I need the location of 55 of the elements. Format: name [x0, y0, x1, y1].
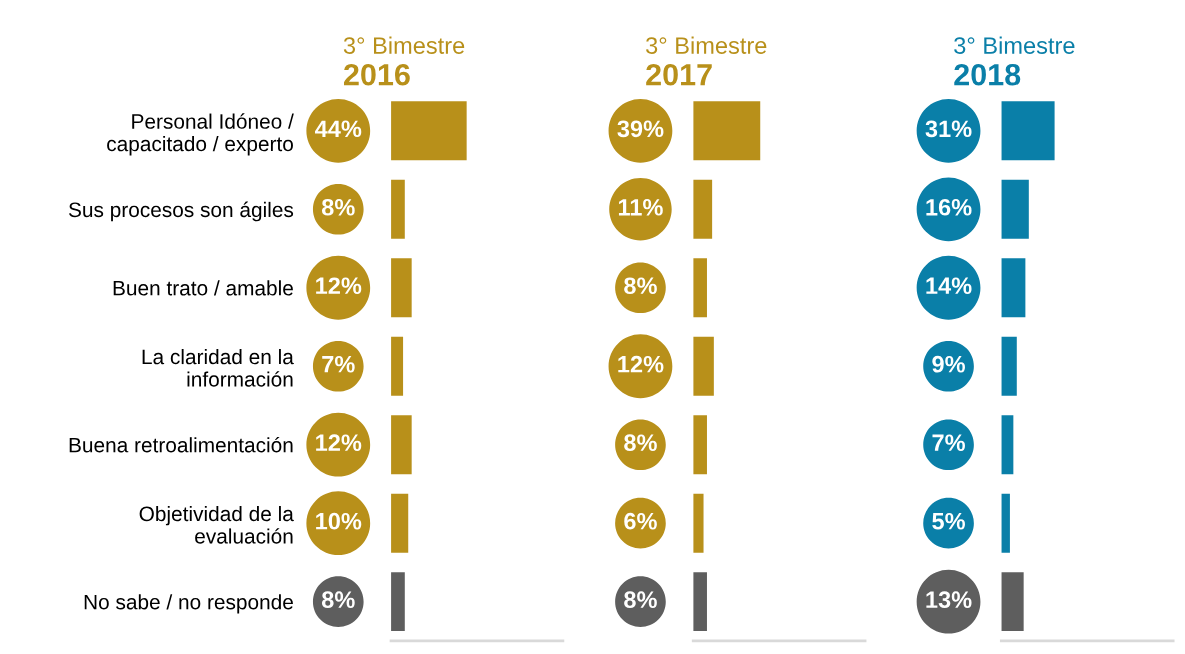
data-label: 13% — [926, 591, 972, 609]
data-label: 5% — [932, 512, 965, 530]
bar — [1001, 179, 1029, 239]
bar — [391, 179, 405, 239]
data-label: 8% — [624, 591, 657, 609]
y-tick-label: Buen trato / amable — [113, 280, 293, 296]
bar — [1001, 336, 1017, 396]
data-label: 31% — [925, 120, 972, 138]
y-tick-label: La claridad en la información — [142, 348, 294, 387]
y-tick-label: Sus procesos son ágiles — [68, 201, 294, 222]
data-label: 10% — [316, 512, 362, 530]
chart-title: 2018 — [954, 63, 1021, 86]
y-tick-label: Objetividad de la evaluación — [139, 505, 294, 544]
data-label: 6% — [624, 512, 657, 530]
data-label: 8% — [321, 591, 355, 609]
bar — [1001, 493, 1010, 553]
bar — [1001, 101, 1055, 161]
data-label: 7% — [322, 355, 355, 373]
data-label: 12% — [316, 277, 362, 295]
y-tick-label: No sabe / no responde — [84, 594, 293, 614]
bar — [693, 336, 714, 396]
bar — [693, 101, 761, 161]
bar — [391, 493, 409, 553]
data-label: 7% — [932, 434, 965, 452]
bar — [391, 336, 404, 396]
data-label: 12% — [618, 355, 664, 373]
chart-title: 2016 — [344, 63, 410, 86]
data-label: 11% — [618, 198, 663, 216]
bar — [693, 493, 704, 553]
bar — [693, 572, 707, 632]
data-label: 9% — [932, 355, 965, 373]
bar — [391, 415, 412, 475]
bar — [693, 258, 707, 318]
bar — [1001, 258, 1026, 318]
data-label: 8% — [624, 434, 657, 452]
data-label: 8% — [624, 277, 657, 295]
y-tick-label: Personal Idóneo / capacitado / experto — [107, 113, 294, 156]
chart-subtitle: 3° Bimestre — [646, 36, 767, 54]
bar — [1001, 415, 1014, 475]
bar — [391, 572, 405, 632]
bar — [391, 258, 412, 318]
data-label: 39% — [617, 120, 664, 138]
chart-subtitle: 3° Bimestre — [343, 36, 465, 54]
data-label: 16% — [926, 198, 972, 216]
bar — [693, 179, 713, 239]
data-label: 8% — [321, 198, 355, 216]
chart-subtitle: 3° Bimestre — [954, 36, 1075, 54]
data-label: 14% — [926, 277, 972, 295]
chart-title: 2017 — [646, 63, 712, 86]
bar — [1001, 572, 1024, 632]
y-tick-label: Buena retroalimentación — [69, 436, 293, 453]
bar — [391, 101, 467, 161]
bar — [693, 415, 707, 475]
data-label: 44% — [315, 120, 362, 138]
data-label: 12% — [316, 434, 362, 452]
